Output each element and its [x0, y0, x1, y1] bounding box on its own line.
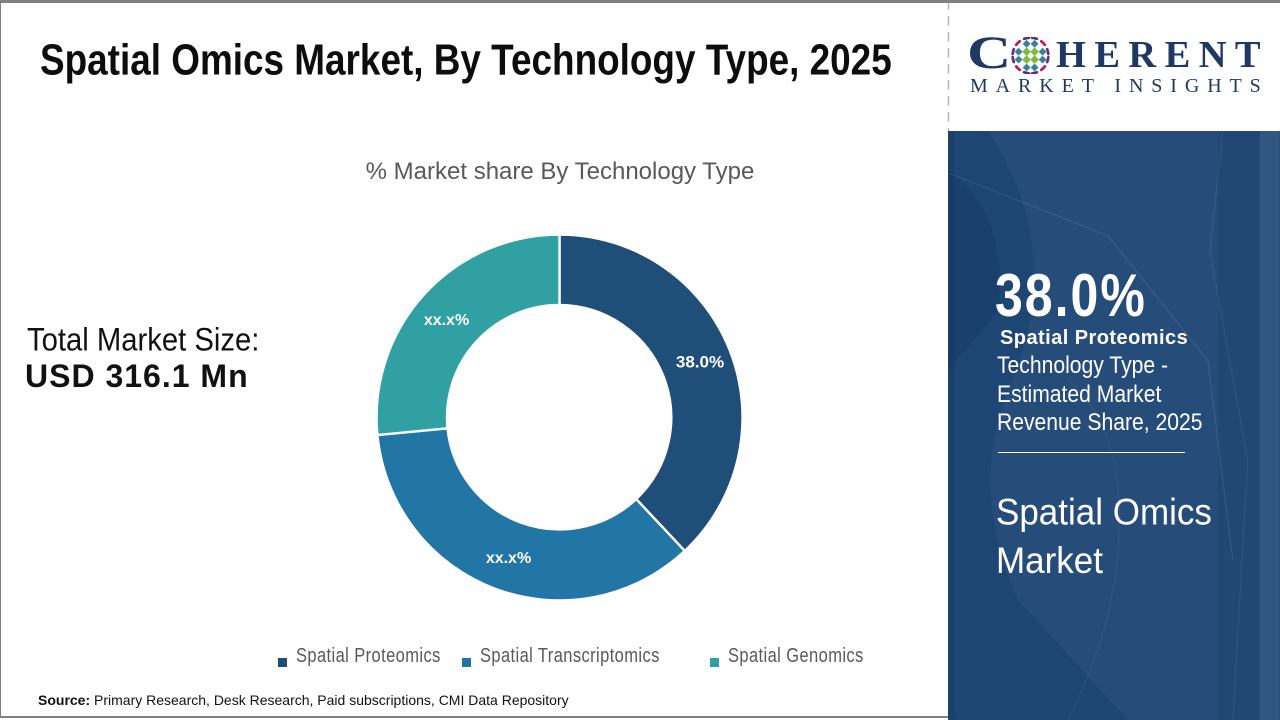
svg-text:xx.x%: xx.x% — [486, 550, 531, 567]
svg-text:38.0%: 38.0% — [676, 353, 724, 372]
svg-text:xx.x%: xx.x% — [424, 312, 469, 329]
